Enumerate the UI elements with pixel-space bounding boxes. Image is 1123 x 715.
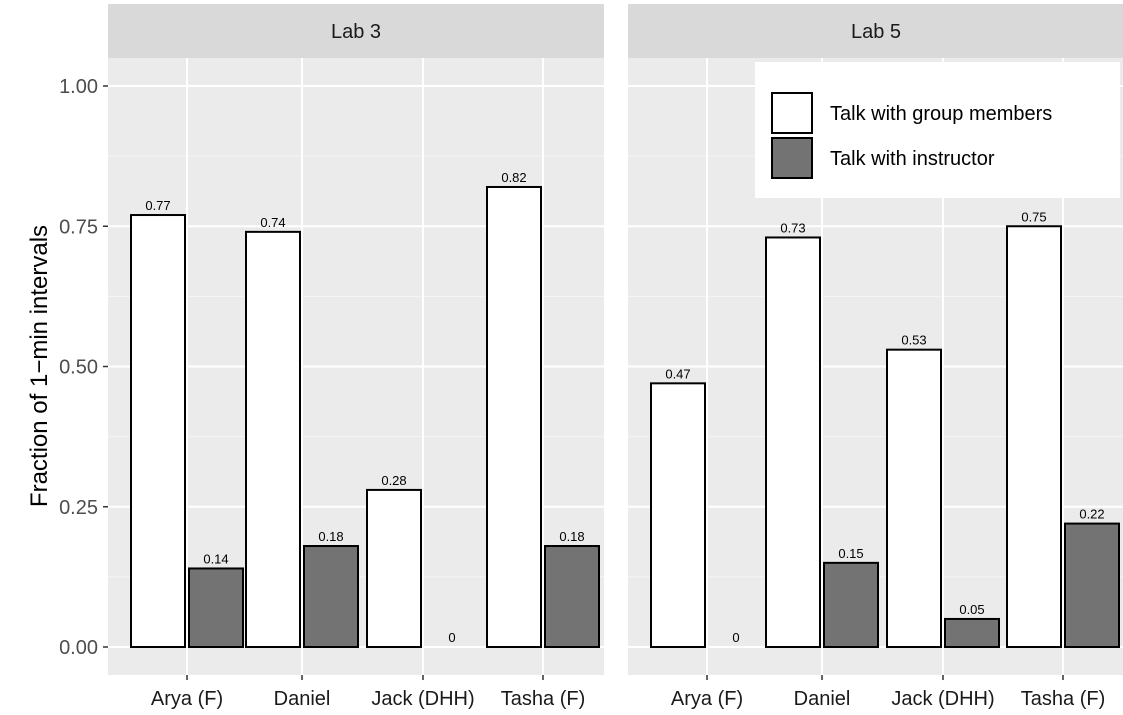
legend-label: Talk with group members (830, 103, 1052, 125)
bar-value-label: 0 (732, 630, 739, 645)
legend-box (755, 62, 1120, 198)
x-tick-label: Jack (DHH) (891, 688, 994, 710)
bar-group-members (650, 382, 706, 648)
bar-value-label: 0.18 (559, 529, 584, 544)
bar-group-members (366, 488, 422, 649)
bar-value-label: 0.77 (145, 198, 170, 213)
y-tick-label: 0.75 (59, 216, 98, 238)
bar-instructor (303, 545, 359, 649)
bar-group-members (130, 214, 186, 648)
y-axis-title: Fraction of 1−min intervals (26, 225, 53, 507)
bar-instructor (944, 617, 1000, 649)
facet-strip-label: Lab 3 (331, 21, 381, 43)
bar-group-members (765, 236, 821, 648)
bar-instructor (544, 545, 600, 649)
bar-value-label: 0.53 (901, 333, 926, 348)
x-tick-label: Arya (F) (671, 688, 743, 710)
bar-group-members (245, 230, 301, 649)
panel-lab-3: Lab 3 0.77 0.74 0.28 0.82 0.14 0.18 0 0.18 Arya (… (108, 4, 604, 710)
y-tick-label: 0.00 (59, 637, 98, 659)
y-tick-label: 0.25 (59, 497, 98, 519)
bar-instructor (1064, 522, 1120, 649)
bar-instructor (823, 561, 879, 648)
bar-value-label: 0.15 (838, 546, 863, 561)
legend-key-group-members (771, 92, 813, 134)
bar-value-label: 0.47 (665, 366, 690, 381)
bar-group-members (886, 348, 942, 648)
legend-label: Talk with instructor (830, 148, 995, 170)
x-tick-label: Daniel (794, 688, 851, 710)
x-tick-label: Tasha (F) (1021, 688, 1105, 710)
x-tick-label: Daniel (274, 688, 331, 710)
bar-instructor (188, 567, 244, 649)
bar-group-members (486, 185, 542, 648)
x-tick-label: Arya (F) (151, 688, 223, 710)
x-tick-label: Jack (DHH) (371, 688, 474, 710)
x-tick-label: Tasha (F) (501, 688, 585, 710)
facet-strip (108, 4, 604, 58)
facet-strip (628, 4, 1123, 58)
bar-value-label: 0.82 (501, 170, 526, 185)
facet-strip-label: Lab 5 (851, 21, 901, 43)
bar-value-label: 0.74 (260, 215, 285, 230)
bar-value-label: 0.73 (780, 220, 805, 235)
y-tick-label: 0.50 (59, 357, 98, 379)
bar-value-label: 0.05 (959, 602, 984, 617)
bar-value-label: 0.22 (1079, 507, 1104, 522)
bar-value-label: 0.28 (381, 473, 406, 488)
bar-value-label: 0 (448, 630, 455, 645)
y-tick-label: 1.00 (59, 76, 98, 98)
bar-value-label: 0.75 (1021, 209, 1046, 224)
legend-key-instructor (771, 137, 813, 179)
bar-value-label: 0.14 (203, 551, 228, 566)
bar-group-members (1006, 225, 1062, 648)
bar-value-label: 0.18 (318, 529, 343, 544)
